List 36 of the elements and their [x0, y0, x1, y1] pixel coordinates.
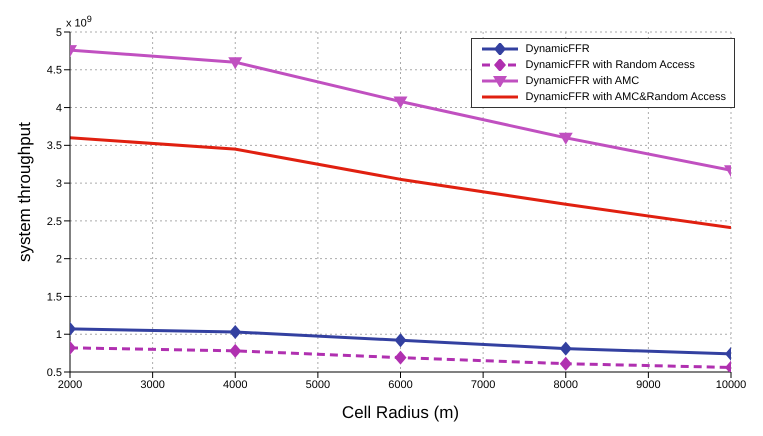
y-tick-label: 1.5	[46, 291, 62, 304]
x-tick-label: 10000	[716, 378, 746, 391]
y-tick-label: 5	[56, 26, 62, 39]
point	[560, 356, 572, 371]
point	[560, 342, 572, 356]
y-tick-label: 3	[56, 178, 62, 190]
legend-label: DynamicFFR with AMC	[526, 74, 640, 89]
y-tick-label: 2	[56, 254, 62, 266]
point	[228, 57, 242, 70]
y-axis-title: system throughput	[15, 122, 34, 262]
legend-label: DynamicFFR with AMC&Random Access	[526, 90, 726, 105]
y-tick-label: 1	[56, 329, 62, 342]
x-tick-label: 9000	[636, 378, 661, 391]
legend-label: DynamicFFR	[526, 42, 590, 57]
point	[394, 96, 408, 109]
point	[394, 333, 406, 348]
y-tick-label: 4	[56, 102, 62, 114]
y-tick-label: 3.5	[46, 140, 62, 152]
x-tick-label: 8000	[554, 378, 578, 391]
y-tick-label: 2.5	[46, 216, 62, 228]
legend-label: DynamicFFR with Random Access	[526, 58, 695, 73]
y-tick-label: 4.5	[46, 64, 62, 77]
point	[229, 324, 242, 339]
x-tick-label: 6000	[388, 378, 413, 391]
point	[394, 350, 406, 365]
line-series	[70, 136, 731, 230]
point	[558, 132, 573, 145]
x-tick-label: 2000	[58, 378, 82, 391]
point	[229, 344, 242, 358]
x-tick-label: 3000	[140, 378, 165, 391]
x-axis-title: Cell Radius (m)	[342, 403, 460, 422]
x-tick-label: 5000	[306, 378, 330, 391]
x-tick-label: 7000	[470, 378, 496, 391]
text: x 10$^{9}$	[66, 14, 92, 30]
y-tick-label: 0.5	[46, 366, 62, 379]
x-tick-label: 4000	[223, 378, 248, 391]
